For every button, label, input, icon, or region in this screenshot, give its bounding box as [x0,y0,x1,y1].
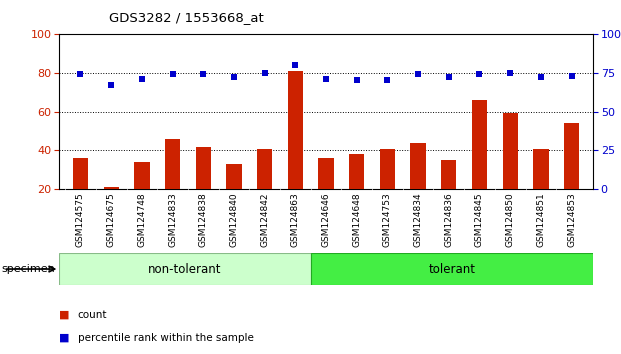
Bar [73,158,88,189]
Point [444,74,454,80]
Text: GSM124853: GSM124853 [567,193,576,247]
Bar [349,154,365,189]
Text: non-tolerant: non-tolerant [148,263,222,275]
Text: GSM124646: GSM124646 [322,193,330,247]
Text: GSM124850: GSM124850 [505,193,515,247]
Text: specimen: specimen [1,264,55,274]
Point [351,78,361,83]
Text: GSM124863: GSM124863 [291,193,300,247]
Text: GSM124575: GSM124575 [76,193,85,247]
Point [474,71,484,77]
Point [413,71,423,77]
Bar [134,162,150,189]
Bar [441,160,456,189]
Text: ■: ■ [59,310,70,320]
Text: GSM124840: GSM124840 [229,193,238,247]
Text: percentile rank within the sample: percentile rank within the sample [78,333,253,343]
Text: GSM124748: GSM124748 [137,193,147,247]
Bar [564,123,579,189]
Text: GSM124675: GSM124675 [107,193,116,247]
Text: GSM124842: GSM124842 [260,193,269,247]
Bar [288,71,303,189]
Bar [104,188,119,189]
Bar [165,139,180,189]
Text: GSM124833: GSM124833 [168,193,177,247]
Text: GSM124648: GSM124648 [352,193,361,247]
Point [137,76,147,82]
Bar [319,158,333,189]
Point [106,82,116,88]
Bar [310,253,593,285]
Text: count: count [78,310,107,320]
Point [505,70,515,75]
Text: GSM124836: GSM124836 [444,193,453,247]
Point [566,73,576,79]
Bar [59,253,310,285]
Point [260,70,270,75]
Text: GDS3282 / 1553668_at: GDS3282 / 1553668_at [109,11,263,24]
Bar [472,100,487,189]
Bar [502,113,518,189]
Point [536,74,546,80]
Point [321,76,331,82]
Point [383,78,392,83]
Text: ■: ■ [59,333,70,343]
Bar [226,164,242,189]
Text: GSM124851: GSM124851 [537,193,545,247]
Bar [410,143,426,189]
Text: tolerant: tolerant [428,263,475,275]
Bar [257,149,273,189]
Point [229,74,239,80]
Point [168,71,178,77]
Bar [533,149,548,189]
Text: GSM124845: GSM124845 [475,193,484,247]
Point [198,71,208,77]
Text: GSM124838: GSM124838 [199,193,208,247]
Bar [196,147,211,189]
Text: GSM124834: GSM124834 [414,193,423,247]
Point [76,71,86,77]
Bar [379,149,395,189]
Text: GSM124753: GSM124753 [383,193,392,247]
Point [291,62,301,68]
